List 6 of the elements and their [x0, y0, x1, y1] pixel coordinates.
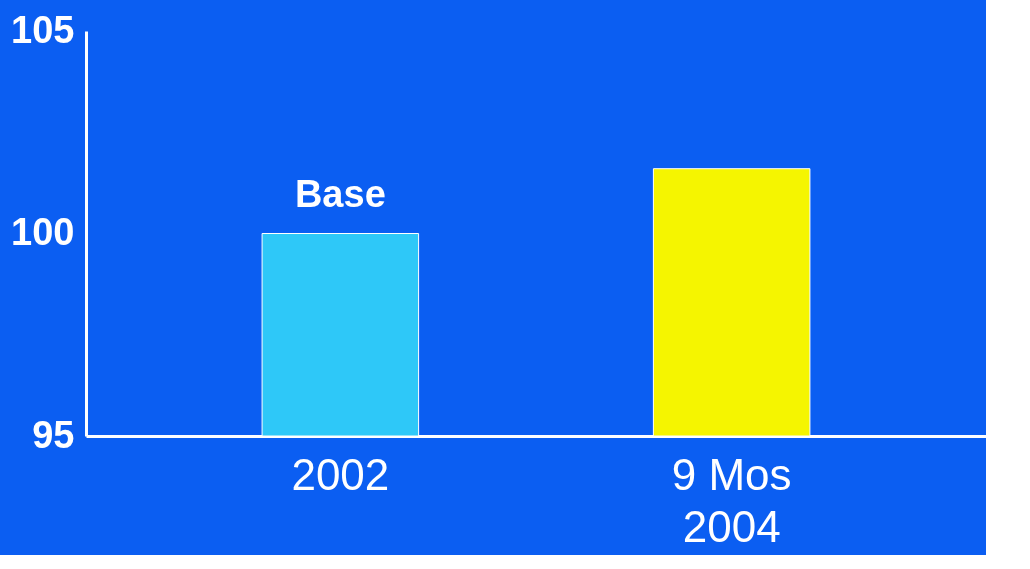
- y-tick-label: 100: [11, 211, 75, 253]
- annotation: Base: [294, 172, 386, 215]
- y-tick-label: 105: [11, 8, 75, 51]
- x-tick-label: 2002: [291, 449, 390, 499]
- x-tick-label: 9 Mos 2004: [671, 449, 792, 551]
- y-tick-label: 95: [32, 413, 75, 456]
